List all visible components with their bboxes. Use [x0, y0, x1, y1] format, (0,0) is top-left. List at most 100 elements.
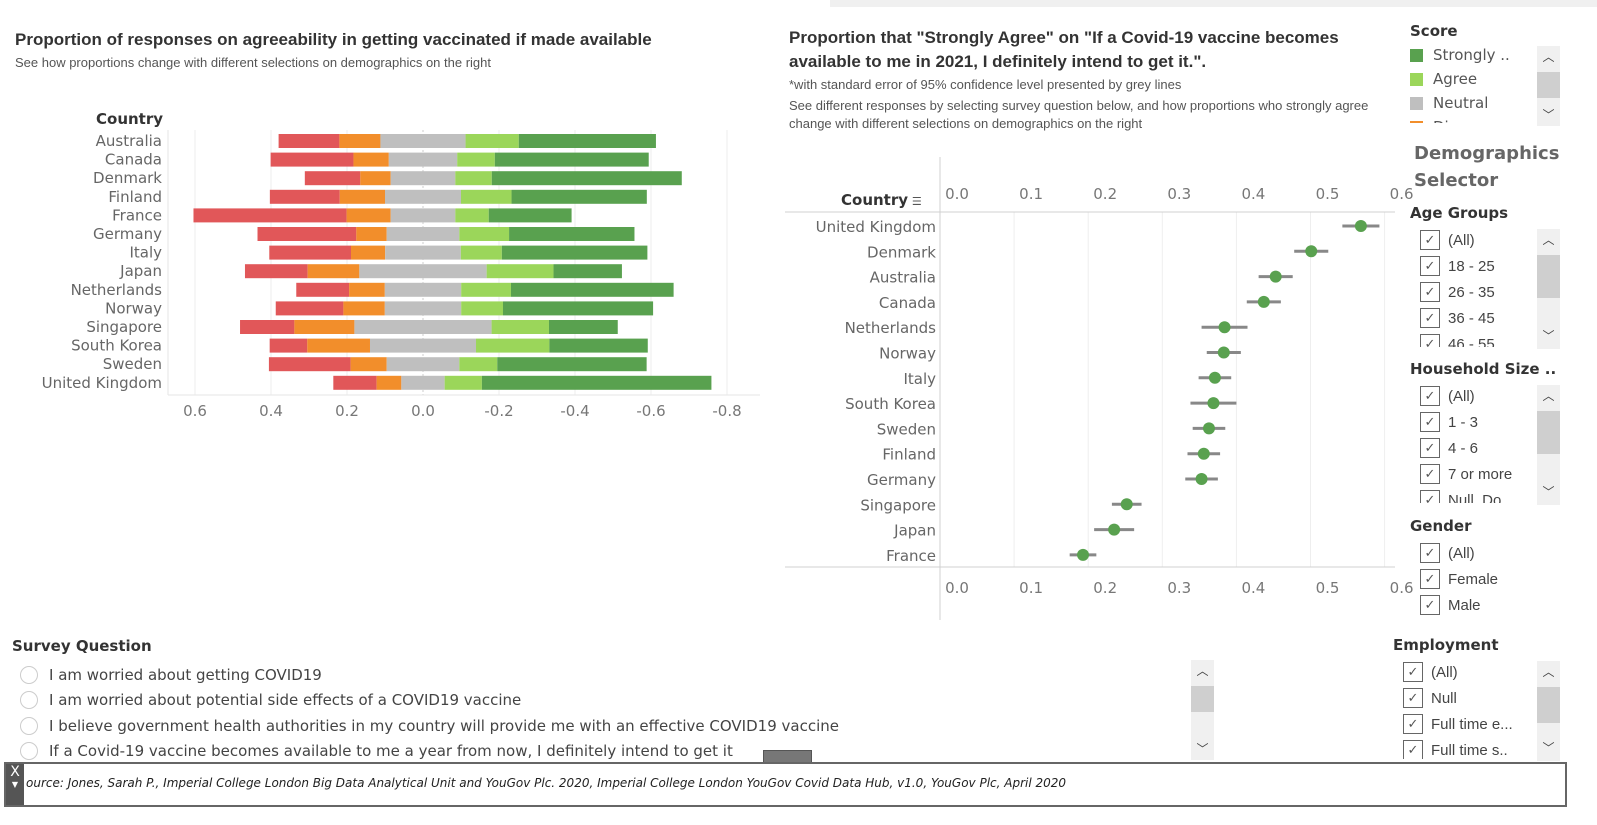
scroll-thumb[interactable] [1191, 686, 1214, 712]
bar-strongly-disagree [269, 189, 340, 204]
scroll-down-icon[interactable]: ﹀ [1542, 108, 1555, 122]
score-legend-scrollbar[interactable]: ︿ ﹀ [1537, 46, 1560, 126]
legend-item[interactable]: Strongly .. [1410, 43, 1535, 67]
filter-checkbox[interactable]: ✓ Full time e... [1403, 711, 1535, 737]
filter-scrollbar[interactable]: ︿ ﹀ [1537, 661, 1560, 761]
bar-disagree [350, 245, 386, 260]
checkbox-checked-icon[interactable]: ✓ [1420, 308, 1440, 328]
checkbox-checked-icon[interactable]: ✓ [1420, 282, 1440, 302]
legend-item[interactable]: Agree [1410, 67, 1535, 91]
filter-checkbox[interactable]: ✓ 46 - 55 [1420, 331, 1535, 347]
filter-checkbox[interactable]: ✓ Null [1403, 685, 1535, 711]
sort-icon[interactable]: ☰ [908, 195, 922, 208]
legend-item[interactable]: Di.. [1410, 115, 1535, 123]
checkbox-checked-icon[interactable]: ✓ [1403, 740, 1423, 759]
filter-checkbox[interactable]: ✓ 7 or more [1420, 461, 1535, 487]
close-icon[interactable]: X [10, 764, 20, 780]
data-point [1120, 498, 1133, 511]
survey-option[interactable]: I am worried about potential side effect… [20, 688, 1180, 714]
filter-checkbox[interactable]: ✓ Male [1420, 592, 1550, 618]
filter-checkbox[interactable]: ✓ 1 - 3 [1420, 409, 1535, 435]
checkbox-checked-icon[interactable]: ✓ [1420, 230, 1440, 250]
x-tick-label-bottom: 0.1 [1019, 579, 1043, 597]
checkbox-checked-icon[interactable]: ✓ [1403, 714, 1423, 734]
radio-button[interactable] [20, 742, 38, 760]
close-button[interactable]: X ▼ [6, 764, 24, 805]
checkbox-checked-icon[interactable]: ✓ [1420, 256, 1440, 276]
survey-scrollbar[interactable]: ︿ ﹀ [1191, 660, 1214, 760]
radio-button[interactable] [20, 691, 38, 710]
legend-item[interactable]: Neutral [1410, 91, 1535, 115]
bar-neutral [390, 171, 456, 186]
radio-button[interactable] [20, 716, 38, 735]
checkbox-checked-icon[interactable]: ✓ [1420, 490, 1440, 503]
checkbox-checked-icon[interactable]: ✓ [1403, 662, 1423, 682]
checkbox-checked-icon[interactable]: ✓ [1420, 569, 1440, 589]
radio-button[interactable] [20, 665, 38, 684]
right-row-header[interactable]: Country ☰ [841, 191, 922, 209]
survey-option-label: I am worried about potential side effect… [49, 691, 522, 710]
country-label: Netherlands [845, 319, 937, 337]
scroll-up-icon[interactable]: ︿ [1542, 389, 1555, 403]
checkbox-checked-icon[interactable]: ✓ [1420, 464, 1440, 484]
survey-option[interactable]: I am worried about getting COVID19 [20, 662, 1180, 688]
filter-checkbox[interactable]: ✓ (All) [1403, 659, 1535, 685]
x-tick-label: 0.6 [183, 402, 207, 420]
survey-option[interactable]: If a Covid-19 vaccine becomes available … [20, 739, 1180, 760]
filter-checkbox[interactable]: ✓ 36 - 45 [1420, 305, 1535, 331]
checkbox-checked-icon[interactable]: ✓ [1403, 688, 1423, 708]
country-label: Canada [879, 294, 936, 312]
filter-checkbox[interactable]: ✓ 18 - 25 [1420, 253, 1535, 279]
bar-strongly-disagree [268, 357, 351, 372]
filter-checkbox[interactable]: ✓ (All) [1420, 540, 1550, 566]
scroll-thumb[interactable] [1537, 255, 1560, 298]
country-label: Netherlands [71, 281, 163, 299]
checkbox-checked-icon[interactable]: ✓ [1420, 386, 1440, 406]
filter-checkbox[interactable]: ✓ 4 - 6 [1420, 435, 1535, 461]
scroll-down-icon[interactable]: ﹀ [1542, 329, 1555, 343]
scroll-up-icon[interactable]: ︿ [1542, 50, 1555, 64]
scroll-up-icon[interactable]: ︿ [1542, 665, 1555, 679]
country-label: Japan [119, 262, 162, 280]
filter-checkbox[interactable]: ✓ Full time s.. [1403, 737, 1535, 759]
scroll-down-icon[interactable]: ﹀ [1542, 741, 1555, 755]
country-label: France [112, 206, 162, 224]
filter-scrollbar[interactable]: ︿ ﹀ [1537, 229, 1560, 349]
bar-agree [465, 134, 519, 148]
bar-disagree [294, 320, 355, 334]
filter-checkbox[interactable]: ✓ Null, Do.. [1420, 487, 1535, 503]
scroll-thumb[interactable] [1537, 411, 1560, 454]
bar-neutral [354, 320, 492, 334]
x-tick-label-bottom: 0.0 [945, 579, 969, 597]
bar-strongly-agree [488, 208, 572, 223]
checkbox-checked-icon[interactable]: ✓ [1420, 412, 1440, 432]
scroll-up-icon[interactable]: ︿ [1196, 664, 1209, 678]
filter-checkbox[interactable]: ✓ (All) [1420, 383, 1535, 409]
scroll-up-icon[interactable]: ︿ [1542, 233, 1555, 247]
country-label: Norway [105, 299, 162, 317]
bar-disagree [350, 357, 387, 372]
scroll-thumb[interactable] [1537, 687, 1560, 723]
demographics-title: Demographics Selector [1414, 140, 1559, 194]
country-label: Italy [903, 370, 936, 388]
filter-checkbox[interactable]: ✓ 26 - 35 [1420, 279, 1535, 305]
filter-checkbox[interactable]: ✓ Female [1420, 566, 1550, 592]
checkbox-checked-icon[interactable]: ✓ [1420, 334, 1440, 347]
survey-option-label: I am worried about getting COVID19 [49, 665, 322, 684]
scroll-thumb[interactable] [1537, 72, 1560, 98]
x-tick-label: 0.2 [335, 402, 359, 420]
x-tick-label-bottom: 0.6 [1390, 579, 1414, 597]
scroll-down-icon[interactable]: ﹀ [1542, 485, 1555, 499]
country-label: Japan [893, 522, 936, 540]
checkbox-checked-icon[interactable]: ✓ [1420, 595, 1440, 615]
scroll-down-icon[interactable]: ﹀ [1196, 742, 1209, 756]
demographics-title-line1: Demographics [1414, 143, 1560, 164]
checkbox-checked-icon[interactable]: ✓ [1420, 438, 1440, 458]
survey-option[interactable]: I believe government health authorities … [20, 713, 1180, 739]
household-filter-title: Household Size .. [1410, 360, 1557, 378]
country-label: United Kingdom [42, 374, 162, 392]
filter-scrollbar[interactable]: ︿ ﹀ [1537, 385, 1560, 505]
filter-checkbox[interactable]: ✓ (All) [1420, 227, 1535, 253]
checkbox-checked-icon[interactable]: ✓ [1420, 543, 1440, 563]
age-filter-title: Age Groups [1410, 204, 1509, 222]
